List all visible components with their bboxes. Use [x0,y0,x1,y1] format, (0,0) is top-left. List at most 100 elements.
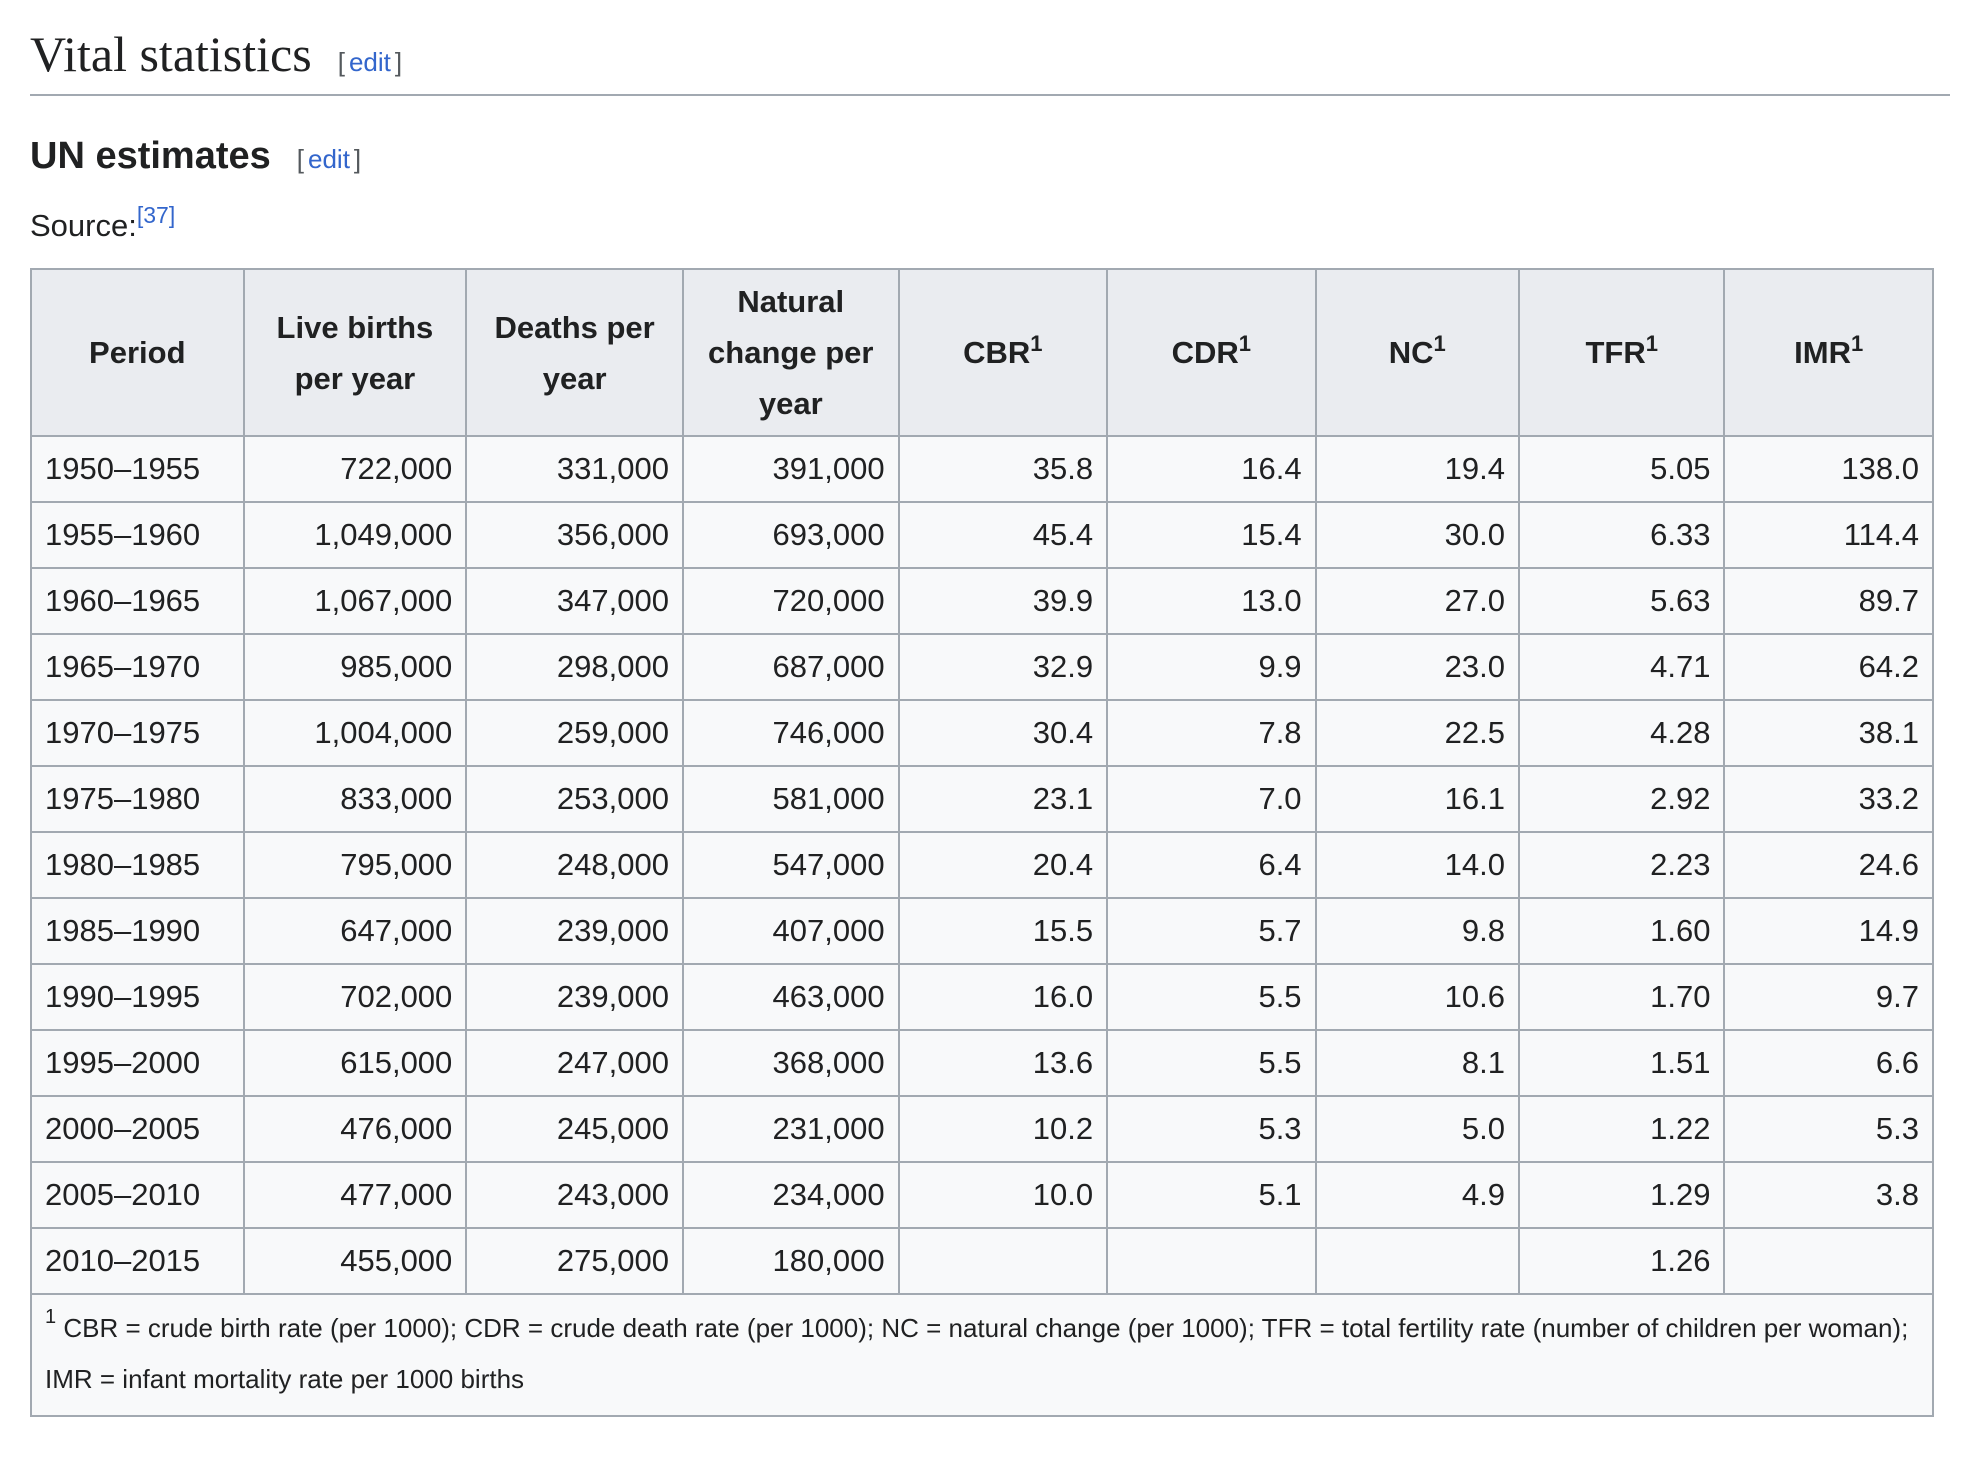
period-cell: 1955–1960 [30,501,245,570]
value-cell: 20.4 [897,831,1109,900]
value-cell [1106,1227,1317,1296]
value-cell: 10.0 [897,1161,1109,1230]
value-cell: 30.0 [1314,501,1520,570]
value-cell: 38.1 [1723,699,1934,768]
column-header-label: Natural change per year [708,284,874,422]
citation-link[interactable]: [37] [136,202,176,229]
value-cell [897,1227,1109,1296]
value-cell: 8.1 [1314,1029,1520,1098]
value-cell: 347,000 [465,567,684,636]
value-cell: 6.33 [1517,501,1726,570]
value-cell: 14.0 [1314,831,1520,900]
column-header: NC1 [1314,268,1520,438]
table-row: 2005–2010 477,000 243,000 234,000 10.0 5.1 4.9… [30,1161,1934,1230]
value-cell: 4.71 [1517,633,1726,702]
value-cell: 32.9 [897,633,1109,702]
value-cell: 356,000 [465,501,684,570]
footnote-ref: 1 [1851,331,1864,357]
value-cell: 239,000 [465,963,684,1032]
value-cell: 476,000 [242,1095,468,1164]
table-row: 1970–1975 1,004,000 259,000 746,000 30.4 7.8 2… [30,699,1934,768]
value-cell: 2.92 [1517,765,1726,834]
value-cell: 15.5 [897,897,1109,966]
value-cell: 5.05 [1517,435,1726,504]
value-cell: 4.9 [1314,1161,1520,1230]
period-cell: 1960–1965 [30,567,245,636]
value-cell: 702,000 [242,963,468,1032]
value-cell: 1,067,000 [242,567,468,636]
subsection-edit-link[interactable]: edit [308,143,350,174]
section-edit-link[interactable]: edit [348,47,391,77]
period-cell: 2010–2015 [30,1227,245,1296]
value-cell: 368,000 [681,1029,900,1098]
value-cell: 1.29 [1517,1161,1726,1230]
value-cell [1723,1227,1934,1296]
value-cell: 331,000 [465,435,684,504]
value-cell: 547,000 [681,831,900,900]
value-cell: 13.6 [897,1029,1109,1098]
value-cell: 720,000 [681,567,900,636]
value-cell: 2.23 [1517,831,1726,900]
column-header: Natural change per year [681,268,900,438]
value-cell: 13.0 [1106,567,1317,636]
value-cell: 5.1 [1106,1161,1317,1230]
table-row: 1975–1980 833,000 253,000 581,000 23.1 7.0 16.… [30,765,1934,834]
value-cell: 23.0 [1314,633,1520,702]
footnote-ref: 1 [1238,331,1252,357]
value-cell: 138.0 [1723,435,1934,504]
value-cell: 1,049,000 [242,501,468,570]
section-edit-link-wrapper: [edit] [338,47,402,78]
value-cell: 5.0 [1314,1095,1520,1164]
header-row: Period Live births per year Deaths per yea… [30,268,1934,438]
period-cell: 1965–1970 [30,633,245,702]
value-cell: 647,000 [242,897,468,966]
table-row: 2000–2005 476,000 245,000 231,000 10.2 5.3 5.0… [30,1095,1934,1164]
value-cell: 5.3 [1723,1095,1934,1164]
value-cell: 9.9 [1106,633,1317,702]
value-cell: 1.60 [1517,897,1726,966]
period-cell: 1975–1980 [30,765,245,834]
value-cell: 5.5 [1106,963,1317,1032]
footnote-row: 1 CBR = crude birth rate (per 1000); CDR… [30,1293,1934,1418]
value-cell: 114.4 [1723,501,1934,570]
value-cell: 27.0 [1314,567,1520,636]
column-header-label: NC [1388,335,1434,371]
value-cell: 1.22 [1517,1095,1726,1164]
column-header: CBR1 [897,268,1109,438]
value-cell: 239,000 [465,897,684,966]
value-cell: 14.9 [1723,897,1934,966]
table-footer: 1 CBR = crude birth rate (per 1000); CDR… [30,1293,1934,1418]
value-cell: 243,000 [465,1161,684,1230]
value-cell: 259,000 [465,699,684,768]
value-cell: 1.70 [1517,963,1726,1032]
footnote-cell: 1 CBR = crude birth rate (per 1000); CDR… [30,1293,1934,1418]
table-row: 1995–2000 615,000 247,000 368,000 13.6 5.5 8.1… [30,1029,1934,1098]
value-cell: 10.2 [897,1095,1109,1164]
edit-bracket-open: [ [296,143,304,174]
value-cell: 234,000 [681,1161,900,1230]
value-cell: 455,000 [242,1227,468,1296]
column-header: IMR1 [1723,268,1934,438]
value-cell: 5.7 [1106,897,1317,966]
value-cell: 39.9 [897,567,1109,636]
value-cell: 245,000 [465,1095,684,1164]
period-cell: 2005–2010 [30,1161,245,1230]
value-cell: 833,000 [242,765,468,834]
source-citation: [37] [137,202,175,228]
value-cell: 687,000 [681,633,900,702]
edit-bracket-close: ] [353,143,362,174]
value-cell: 253,000 [465,765,684,834]
section-title: Vital statistics [30,26,312,82]
edit-bracket-open: [ [337,47,345,77]
value-cell: 615,000 [242,1029,468,1098]
value-cell: 746,000 [681,699,900,768]
footnote-marker: 1 [45,1306,57,1329]
value-cell: 45.4 [897,501,1109,570]
period-cell: 2000–2005 [30,1095,245,1164]
value-cell: 33.2 [1723,765,1934,834]
value-cell: 985,000 [242,633,468,702]
vital-statistics-table: Period Live births per year Deaths per yea… [30,268,1934,1418]
value-cell: 35.8 [897,435,1109,504]
column-header-label: TFR [1585,335,1646,371]
value-cell: 5.5 [1106,1029,1317,1098]
